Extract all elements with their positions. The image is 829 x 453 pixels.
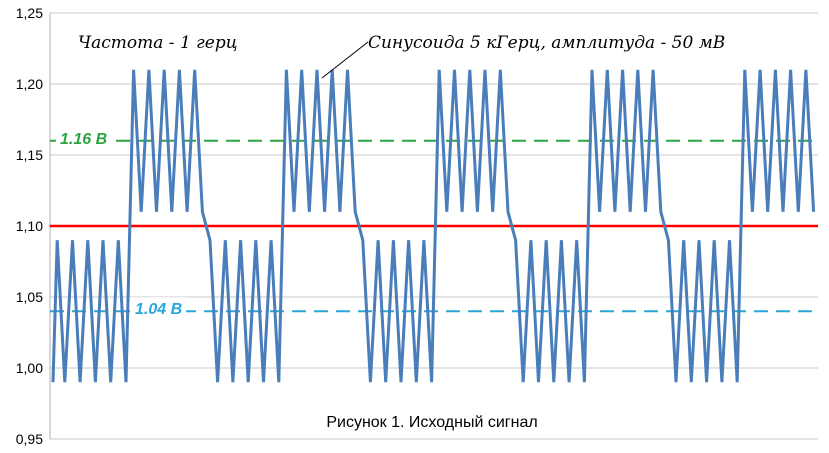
reference-label: 1.04 В — [135, 301, 182, 318]
chart-caption: Рисунок 1. Исходный сигнал — [326, 414, 537, 431]
reference-labels: 1.16 В 1.04 В — [56, 126, 187, 318]
y-tick-label: 1,05 — [16, 289, 43, 305]
series-lines — [51, 69, 816, 383]
sine-annotation-leader — [321, 41, 369, 79]
reference-label-bg — [131, 297, 187, 318]
y-tick-label: 1,10 — [16, 218, 43, 234]
frequency-annotation: Частота - 1 герц — [78, 33, 238, 53]
y-tick-label: 1,00 — [16, 360, 43, 376]
sine-annotation: Синусоида 5 кГерц, амплитуда - 50 мВ — [368, 33, 725, 53]
reference-label-bg — [56, 126, 112, 147]
y-axis-ticks: 0,95 1,00 1,05 1,10 1,15 1,20 1,25 — [16, 5, 43, 447]
y-tick-label: 1,15 — [16, 147, 43, 163]
signal-series-line — [51, 69, 816, 383]
y-tick-label: 1,25 — [16, 5, 43, 21]
y-tick-label: 1,20 — [16, 76, 43, 92]
reference-label: 1.16 В — [60, 131, 107, 148]
y-tick-label: 0,95 — [16, 431, 43, 447]
